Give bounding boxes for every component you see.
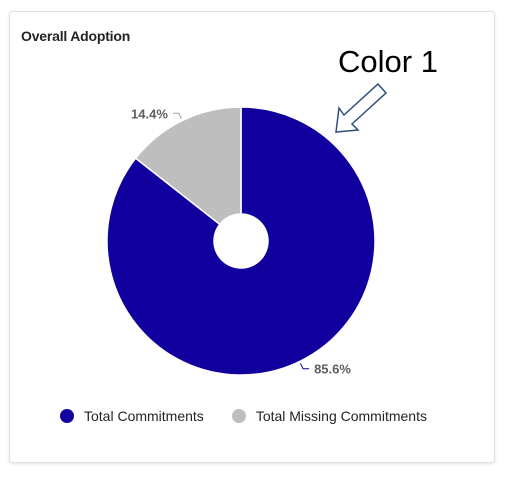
legend-item-total-missing-commitments[interactable]: Total Missing Commitments bbox=[231, 408, 427, 424]
annotation-arrow bbox=[335, 82, 388, 133]
leader-lines bbox=[172, 112, 310, 370]
annotation-arrow-icon bbox=[335, 82, 388, 133]
data-label-total-commitments: 85.6% bbox=[314, 362, 351, 377]
card-title: Overall Adoption bbox=[21, 28, 131, 44]
legend-item-total-commitments[interactable]: Total Commitments bbox=[60, 408, 204, 424]
legend-label-total-commitments: Total Commitments bbox=[84, 408, 204, 424]
leader-line-total-missing-commitments bbox=[172, 112, 183, 119]
legend-marker-total-commitments bbox=[60, 409, 74, 423]
legend-marker-total-missing-commitments bbox=[231, 409, 246, 423]
slice-total-missing-commitments[interactable] bbox=[134, 106, 242, 226]
donut-slices bbox=[106, 106, 376, 376]
slice-total-commitments[interactable] bbox=[106, 106, 376, 376]
data-label-total-missing-commitments: 14.4% bbox=[131, 106, 168, 121]
annotation-label: Color 1 bbox=[338, 44, 438, 79]
chart-card: Overall Adoption bbox=[9, 11, 495, 463]
data-labels: 85.6% 14.4% bbox=[131, 106, 351, 376]
leader-line-total-commitments bbox=[299, 363, 310, 370]
legend-label-total-missing-commitments: Total Missing Commitments bbox=[255, 408, 427, 424]
chart-legend: Total Commitments Total Missing Commitme… bbox=[60, 408, 455, 424]
